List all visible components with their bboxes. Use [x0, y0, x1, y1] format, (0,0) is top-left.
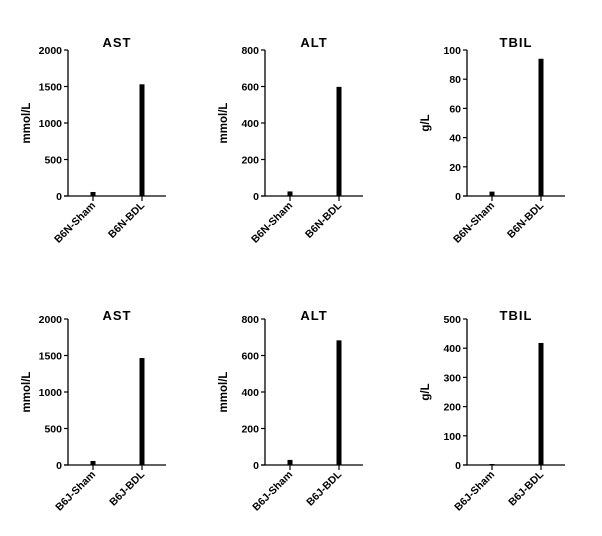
- x-tick-label: B6N-BDL: [106, 199, 147, 240]
- y-tick-label: 0: [56, 191, 62, 203]
- y-tick-label: 800: [241, 45, 259, 57]
- y-tick-label: 500: [44, 424, 62, 436]
- bar-b6j-bdl: [336, 340, 342, 465]
- bar-b6n-sham: [90, 191, 96, 196]
- y-tick-label: 100: [443, 45, 461, 57]
- y-tick-label: 0: [253, 191, 259, 203]
- y-tick-label: 200: [241, 424, 259, 436]
- bar-b6n-bdl: [336, 86, 342, 196]
- chart-panel-1: AST 0 500 1000 1500 2000 mmol/L B6N-Sham B6N-BDL: [21, 35, 166, 246]
- chart-panel-5: ALT 0 200 400 600 800 mmol/L B6J-Sham B6J-BDL: [218, 308, 363, 513]
- y-axis-label: mmol/L: [21, 103, 33, 144]
- y-tick-label: 1000: [39, 118, 63, 130]
- y-tick-label: 500: [44, 155, 62, 167]
- y-axis-label: mmol/L: [218, 103, 230, 144]
- chart-title: ALT: [300, 308, 327, 323]
- bar-b6n-bdl: [538, 58, 544, 197]
- x-tick-label: B6J-Sham: [250, 469, 295, 514]
- y-tick-label: 1500: [39, 82, 63, 94]
- y-tick-label: 80: [449, 74, 461, 86]
- chart-title: AST: [103, 35, 132, 50]
- chart-title: TBIL: [500, 35, 533, 50]
- chart-title: TBIL: [500, 308, 533, 323]
- chart-panel-3: TBIL 0 20 40 60 80 100 g/L B6N-Sham B6N-BDL: [420, 35, 565, 246]
- y-tick-label: 0: [253, 460, 259, 472]
- x-tick-label: B6N-Sham: [451, 200, 497, 246]
- y-tick-label: 1500: [39, 351, 63, 363]
- y-tick-label: 40: [449, 133, 461, 145]
- bar-b6n-bdl: [139, 84, 145, 196]
- y-tick-label: 400: [443, 343, 461, 355]
- chart-panel-6: TBIL 0 100 200 300 400 500 g/L B6J-Sham B6J-BDL: [420, 308, 565, 513]
- y-tick-label: 0: [56, 460, 62, 472]
- y-axis-label: g/L: [420, 383, 432, 400]
- bar-b6j-sham: [90, 460, 96, 465]
- x-tick-label: B6J-BDL: [304, 468, 344, 508]
- y-tick-label: 500: [443, 314, 461, 326]
- y-tick-label: 100: [443, 431, 461, 443]
- y-tick-label: 0: [455, 460, 461, 472]
- x-tick-label: B6J-BDL: [107, 468, 147, 508]
- bar-b6j-sham: [489, 464, 495, 465]
- y-tick-label: 300: [443, 372, 461, 384]
- y-axis-label: mmol/L: [21, 372, 33, 413]
- bar-b6j-bdl: [139, 358, 145, 465]
- y-tick-label: 20: [449, 162, 461, 174]
- y-tick-label: 200: [241, 155, 259, 167]
- x-tick-label: B6N-BDL: [505, 199, 546, 240]
- y-axis-label: g/L: [420, 114, 432, 131]
- x-tick-label: B6J-Sham: [53, 469, 98, 514]
- chart-title: AST: [103, 308, 132, 323]
- y-tick-label: 600: [241, 82, 259, 94]
- y-tick-label: 2000: [39, 45, 63, 57]
- x-tick-label: B6J-BDL: [506, 468, 546, 508]
- bar-b6n-sham: [287, 191, 293, 196]
- y-tick-label: 0: [455, 191, 461, 203]
- x-tick-label: B6J-Sham: [452, 469, 497, 514]
- y-tick-label: 800: [241, 314, 259, 326]
- x-tick-label: B6N-Sham: [52, 200, 98, 246]
- y-tick-label: 1000: [39, 387, 63, 399]
- y-tick-label: 2000: [39, 314, 63, 326]
- y-axis-label: mmol/L: [218, 372, 230, 413]
- chart-panel-2: ALT 0 200 400 600 800 mmol/L B6N-Sham B6N-BDL: [218, 35, 363, 246]
- y-tick-label: 400: [241, 118, 259, 130]
- y-tick-label: 400: [241, 387, 259, 399]
- y-tick-label: 60: [449, 103, 461, 115]
- bar-b6j-sham: [287, 459, 293, 465]
- bar-b6n-sham: [489, 191, 495, 196]
- bar-b6j-bdl: [538, 342, 544, 465]
- chart-panel-4: AST 0 500 1000 1500 2000 mmol/L B6J-Sham B6J-BDL: [21, 308, 166, 513]
- y-tick-label: 600: [241, 351, 259, 363]
- chart-title: ALT: [300, 35, 327, 50]
- x-tick-label: B6N-Sham: [249, 200, 295, 246]
- x-tick-label: B6N-BDL: [303, 199, 344, 240]
- y-tick-label: 200: [443, 402, 461, 414]
